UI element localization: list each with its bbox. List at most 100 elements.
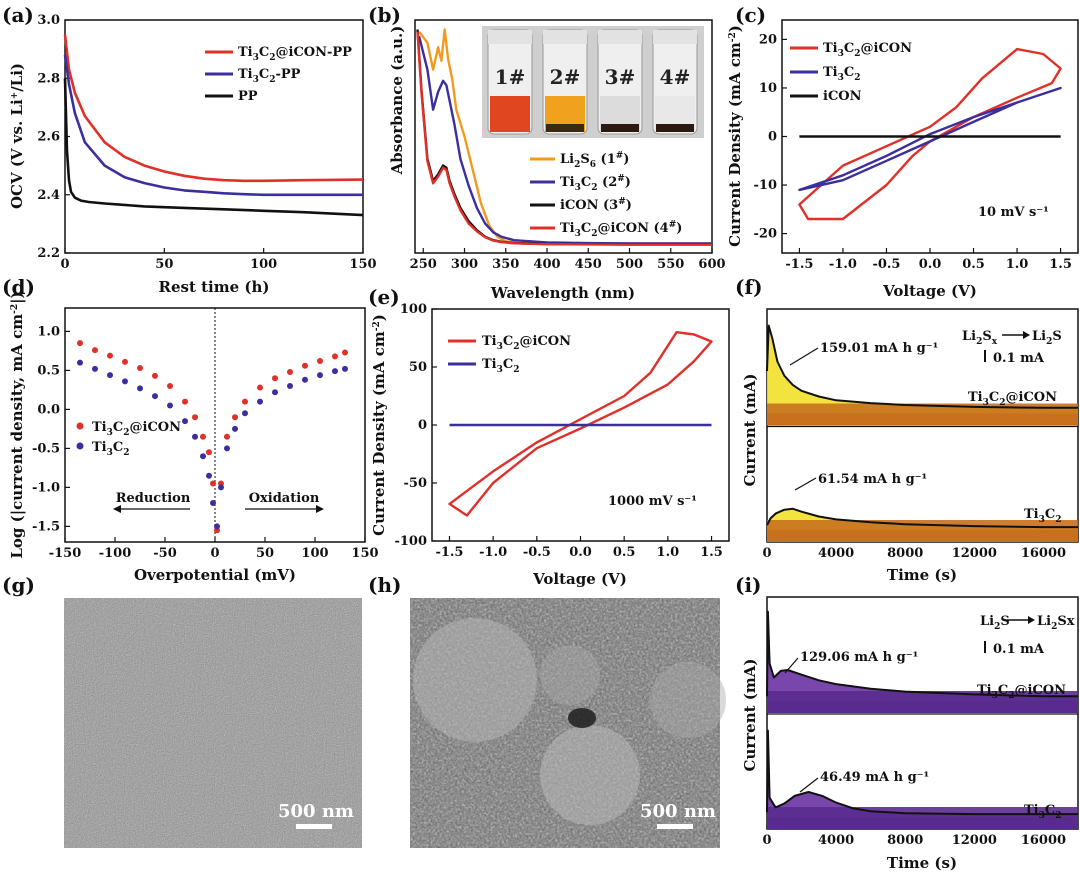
sem-h-particle (540, 725, 640, 825)
series-c-1 (798, 86, 1062, 192)
point-d-0 (332, 353, 338, 360)
y-tick-label-d: -1.0 (32, 480, 60, 495)
x-tick-label-e: -1.0 (479, 545, 507, 560)
chart-f-xlabel: Time (s) (887, 566, 957, 584)
callout-arrow-f-1 (789, 347, 819, 366)
chart-c-annotation: 10 mV s⁻¹ (978, 205, 1049, 220)
chart-f-reaction: Li2Sx (962, 329, 998, 347)
chart-b-ylabel: Absorbance (a.u.) (388, 26, 406, 176)
chart-f-product: Li2S (1032, 329, 1062, 347)
point-d-1 (342, 365, 348, 372)
y-tick-label-d: 0.5 (37, 363, 60, 378)
x-tick-label-b: 400 (533, 257, 560, 272)
x-tick-label-c: 0.5 (962, 257, 985, 272)
chart-i-series-label-1: Ti3C2 (1024, 803, 1062, 821)
x-tick-label-f: 8000 (887, 546, 923, 561)
legend-b-1: Ti3C2 (2#) (560, 174, 631, 193)
point-d-0 (287, 368, 293, 375)
y-tick-label-a: 3.0 (37, 13, 60, 28)
legend-d-0: Ti3C2@iCON (92, 420, 181, 438)
x-tick-label-i: 12000 (952, 833, 997, 848)
chart-i: 0 4000 8000 12000 16000 Li2S Li2Sx 0.1 mA 12… (741, 596, 1079, 872)
point-d-0 (224, 433, 230, 440)
oxidation-arrowhead (316, 505, 324, 513)
sem-h-scale-label: 500 nm (640, 801, 716, 822)
panel-label-d: (d) (2, 275, 35, 299)
x-tick-label-f: 16000 (1021, 546, 1066, 561)
chart-c-legend: Ti3C2@iCON Ti3C2 iCON (790, 41, 912, 104)
point-d-0 (210, 480, 216, 487)
x-tick-label-e: 0.5 (613, 545, 636, 560)
panel-label-e: (e) (368, 285, 400, 309)
point-d-1 (182, 418, 188, 425)
series-a-2 (63, 78, 364, 217)
point-d-1 (77, 359, 83, 366)
x-tick-label-b: 350 (492, 257, 519, 272)
chart-f-series-label-0: Ti3C2@iCON (968, 390, 1057, 408)
point-d-0 (122, 358, 128, 365)
x-tick-label-d: -50 (153, 546, 177, 561)
chart-f-capacity-1: 159.01 mA h g⁻¹ (820, 341, 938, 356)
baseline-band-i-1 (767, 817, 1078, 829)
x-tick-label-b: 550 (657, 257, 684, 272)
vial-label-1: 2# (550, 65, 581, 89)
x-tick-label-e: -1.5 (435, 545, 463, 560)
chart-i-ylabel: Current (mA) (741, 659, 759, 772)
fill-band-i-1 (767, 807, 1078, 817)
chart-a-legend: Ti3C2@iCON-PP Ti3C2-PP PP (205, 45, 352, 104)
point-d-1 (242, 410, 248, 417)
y-tick-label-c: -20 (754, 227, 778, 242)
x-tick-label-e: 1.5 (700, 545, 723, 560)
baseline-band-f-1 (767, 530, 1078, 542)
chart-i-reaction: Li2S (980, 614, 1010, 632)
y-tick-label-e: 0 (418, 418, 427, 433)
series-f-0 (766, 324, 1078, 409)
chart-f-capacity-2: 61.54 mA h g⁻¹ (818, 472, 927, 487)
series-f-1 (766, 507, 1078, 529)
chart-d-ylabel: Log (|current density, mA cm-2|) (8, 291, 26, 558)
point-d-0 (317, 358, 323, 365)
point-d-0 (92, 347, 98, 354)
chart-b-frame (414, 19, 713, 254)
y-tick-label-d: 0.0 (37, 402, 60, 417)
chart-e: -1.5 -1.0 -0.5 0.0 0.5 1.0 1.5 -100 -50 0 50 100 Ti… (370, 302, 730, 588)
y-tick-label-c: 0 (768, 130, 777, 145)
point-d-1 (137, 385, 143, 392)
point-d-1 (218, 484, 224, 491)
chart-d-legend: Ti3C2@iCON Ti3C2 (76, 420, 181, 458)
reduction-arrowhead (113, 505, 121, 513)
legend-b-3: Ti3C2@iCON (4#) (560, 220, 682, 239)
x-tick-label-d: 0 (210, 546, 219, 561)
chart-d: -150 -100 -50 0 50 100 150 -1.5 -1.0 -0.5 0.0 0.5 1.… (8, 291, 379, 584)
x-tick-label-i: 4000 (818, 833, 854, 848)
point-d-0 (107, 352, 113, 359)
x-tick-label-b: 300 (451, 257, 478, 272)
point-d-1 (107, 372, 113, 379)
legend-d-1: Ti3C2 (92, 440, 130, 458)
chart-b-legend: Li2S6 (1#) Ti3C2 (2#) iCON (3#) Ti3C2@iC… (530, 151, 682, 239)
chart-b: 250 300 350 400 450 500 550 600 1# 2# 3# 4# Li2S6 … (388, 19, 726, 302)
x-tick-label-c: -1.0 (829, 257, 857, 272)
sem-g-scale-bar (296, 824, 332, 829)
reaction-arrowhead-f (1023, 331, 1030, 339)
y-tick-label-e: -100 (394, 534, 427, 549)
point-d-1 (232, 425, 238, 432)
x-tick-label-a: 150 (349, 257, 376, 272)
chart-e-xlabel: Voltage (V) (532, 570, 627, 588)
vial-label-3: 4# (660, 65, 691, 89)
chart-c-ylabel: Current Density (mA cm-2) (726, 25, 744, 247)
chart-i-xlabel: Time (s) (887, 854, 957, 872)
chart-d-arrow-label-oxidation: Oxidation (249, 491, 320, 506)
vial-cap-3 (653, 30, 697, 44)
y-tick-label-e: 100 (400, 302, 427, 317)
legend-a-1: Ti3C2-PP (238, 67, 301, 85)
x-tick-label-a: 0 (60, 257, 69, 272)
sem-h-particle (540, 645, 600, 705)
chart-e-ylabel: Current Density (mA cm-2) (370, 314, 388, 536)
x-tick-label-c: 1.0 (1006, 257, 1029, 272)
legend-c-0: Ti3C2@iCON (823, 41, 912, 59)
point-d-1 (92, 365, 98, 372)
x-tick-label-a: 100 (250, 257, 277, 272)
sem-h-scale-bar (657, 824, 693, 829)
series-b-1 (417, 35, 712, 245)
